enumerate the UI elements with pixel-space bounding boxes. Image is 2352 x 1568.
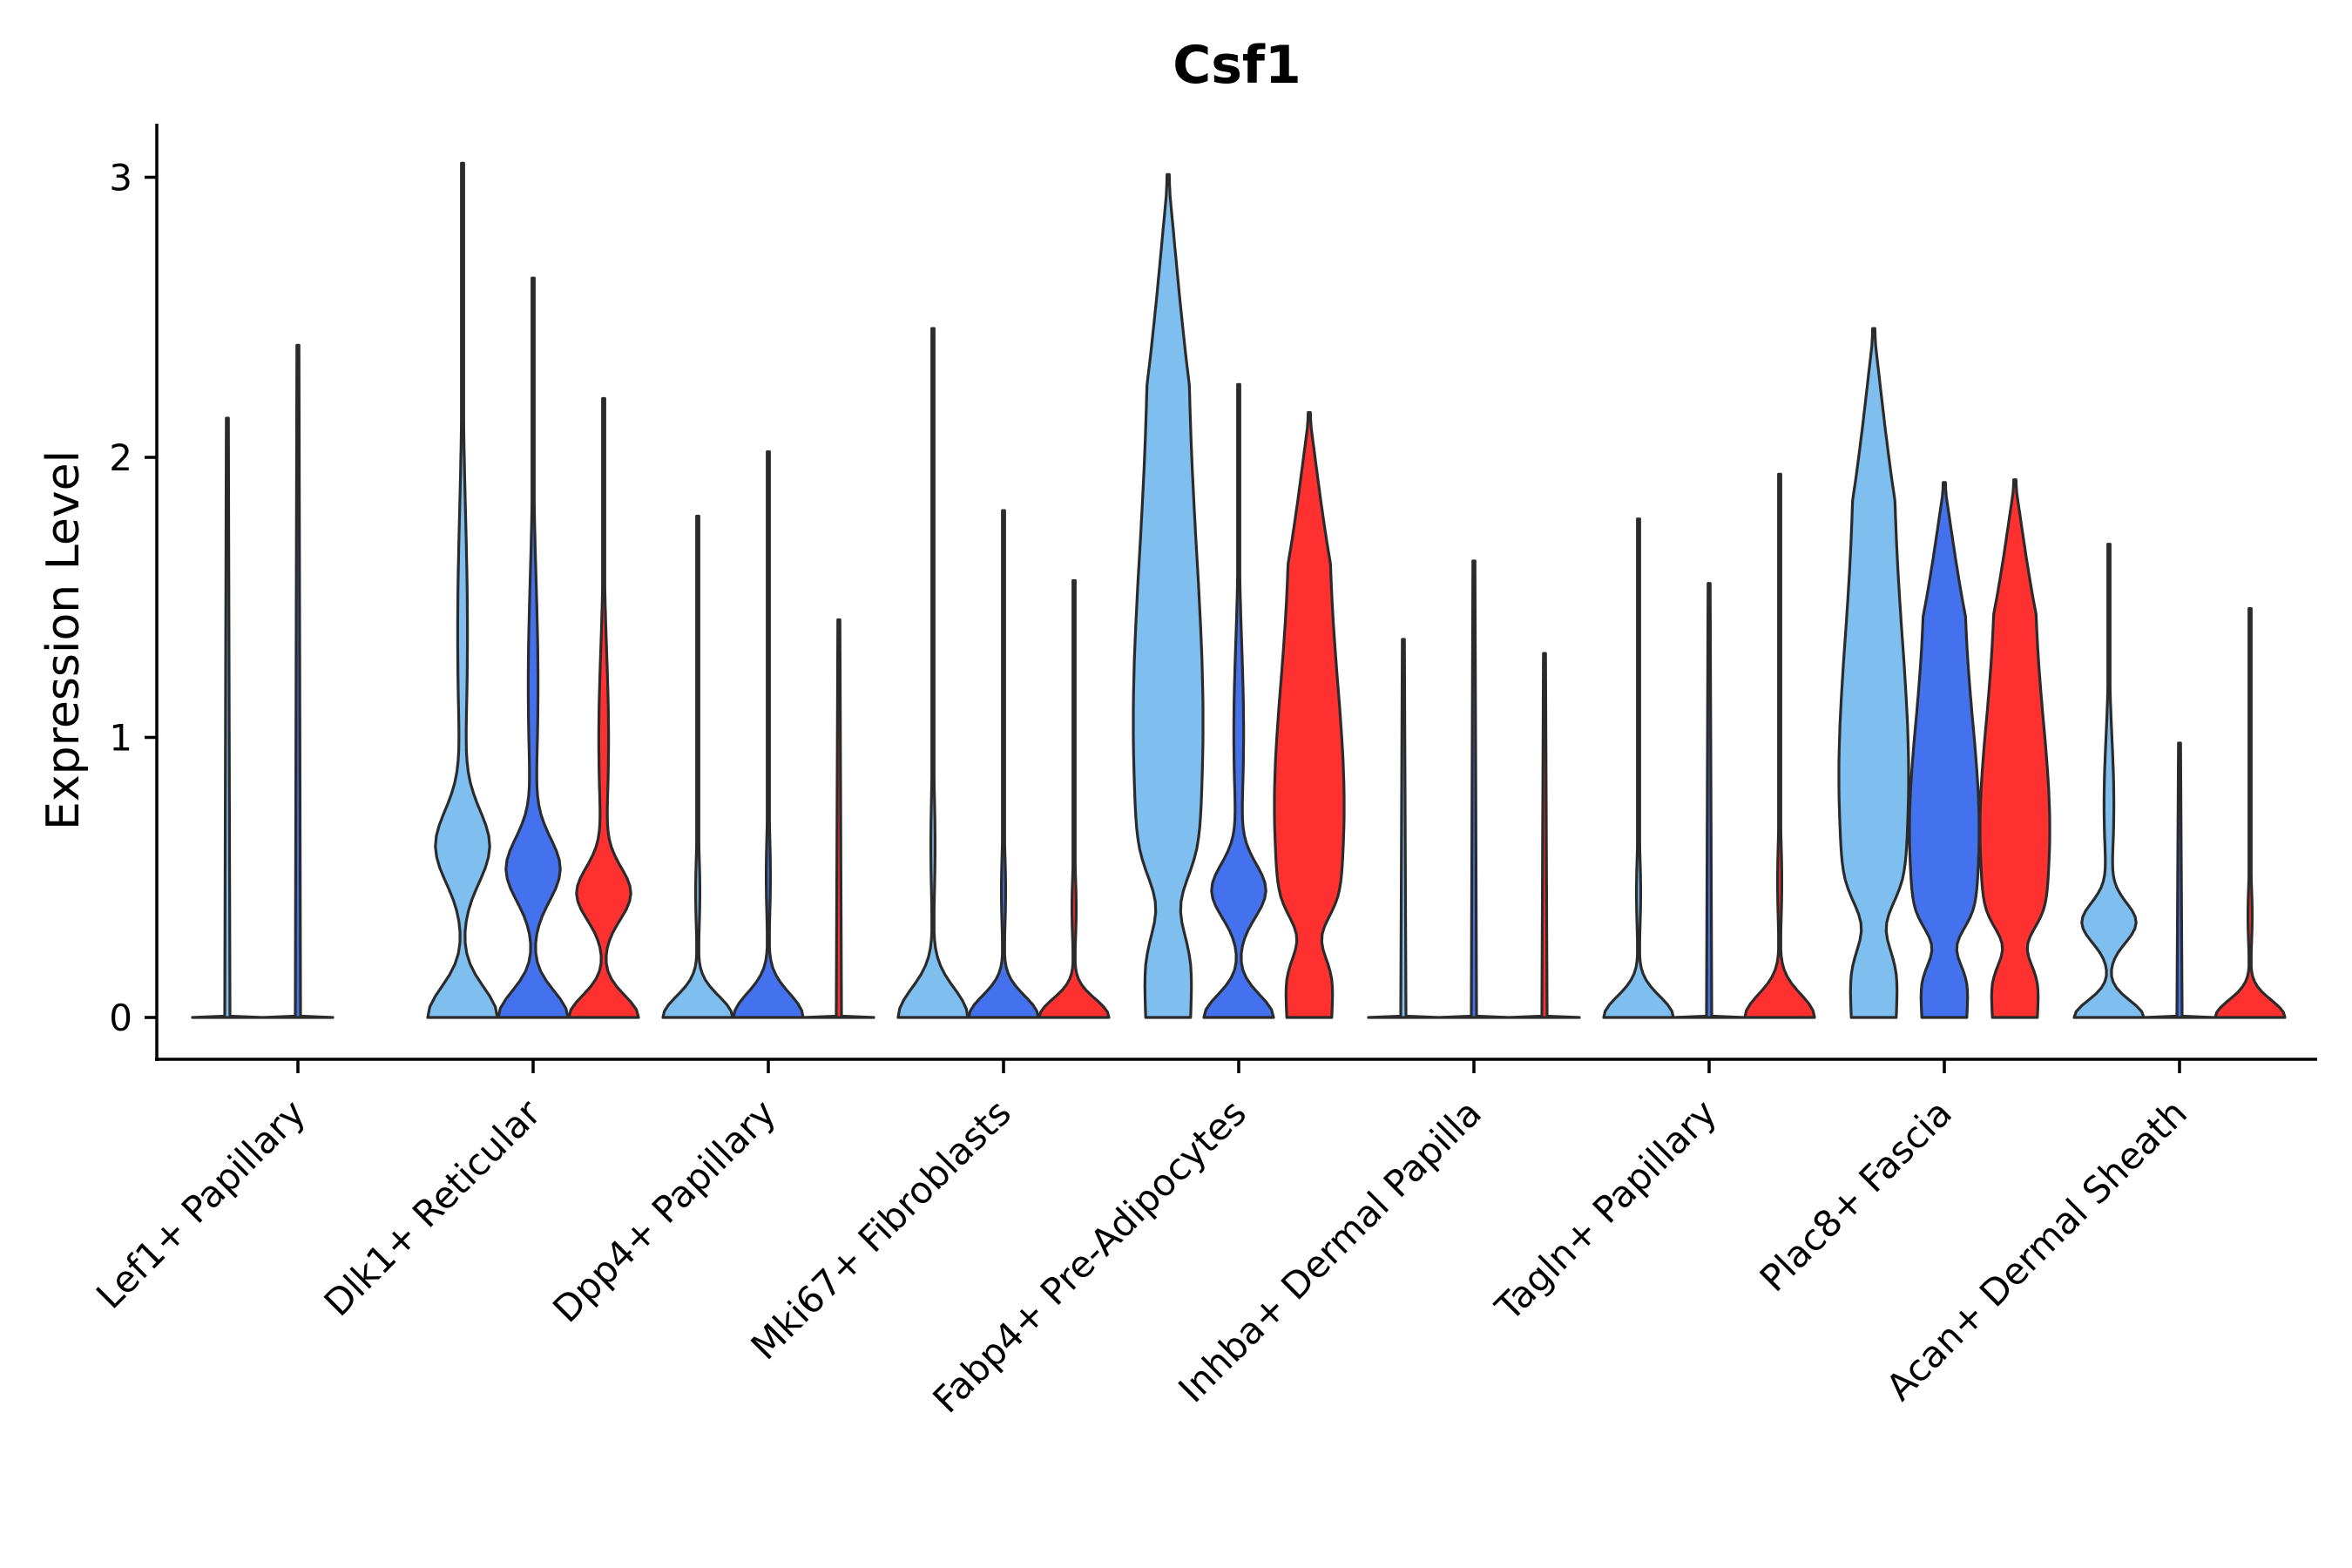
violin-8-series-2 <box>1908 481 1981 1019</box>
violin-2-series-2 <box>497 276 570 1019</box>
violin-2-series-1 <box>426 161 499 1019</box>
y-tick-label-0: 0 <box>109 997 132 1039</box>
violin-2-series-3 <box>567 396 640 1019</box>
violin-9-series-1 <box>2072 543 2146 1019</box>
violin-4-series-3 <box>1037 578 1111 1019</box>
y-ticks: 0 1 2 3 <box>109 157 157 1039</box>
y-axis-label: Expression Level <box>37 450 90 830</box>
violin-5-series-1 <box>1132 172 1205 1019</box>
x-tick-label-0: Lef1+ Papillary <box>88 1092 314 1317</box>
x-tick-label-3: Mki67+ Fibroblasts <box>743 1092 1019 1368</box>
y-tick-label-3: 3 <box>109 157 132 199</box>
violin-5-series-2 <box>1202 382 1275 1019</box>
violin-8-series-1 <box>1837 327 1910 1019</box>
violin-8-series-3 <box>1978 478 2051 1019</box>
chart-title: Csf1 <box>1173 35 1301 96</box>
violin-3-series-3 <box>802 618 875 1019</box>
violin-3-series-2 <box>732 450 805 1019</box>
violin-6-series-3 <box>1508 652 1581 1019</box>
x-tick-label-1: Dlk1+ Reticular <box>316 1091 550 1324</box>
violin-1-series-2 <box>261 343 335 1019</box>
violin-9-series-2 <box>2143 741 2216 1019</box>
x-tick-label-2: Dpp4+ Papillary <box>544 1092 784 1331</box>
x-tick-label-7: Plac8+ Fascia <box>1752 1092 1960 1300</box>
x-tick-label-6: Tagln+ Papillary <box>1487 1092 1725 1329</box>
violin-1-series-1 <box>191 416 264 1019</box>
violin-5-series-3 <box>1273 411 1346 1019</box>
violins <box>191 161 2287 1019</box>
violin-9-series-3 <box>2213 607 2287 1019</box>
violin-7-series-2 <box>1673 582 1746 1019</box>
violin-4-series-1 <box>896 327 970 1019</box>
y-tick-label-1: 1 <box>109 717 132 760</box>
violin-7-series-3 <box>1743 472 1816 1019</box>
y-tick-label-2: 2 <box>109 436 132 479</box>
violin-4-series-2 <box>967 509 1040 1019</box>
violin-6-series-2 <box>1437 559 1511 1019</box>
violin-3-series-1 <box>661 514 734 1019</box>
violin-6-series-1 <box>1367 638 1440 1019</box>
violin-7-series-1 <box>1602 517 1675 1019</box>
